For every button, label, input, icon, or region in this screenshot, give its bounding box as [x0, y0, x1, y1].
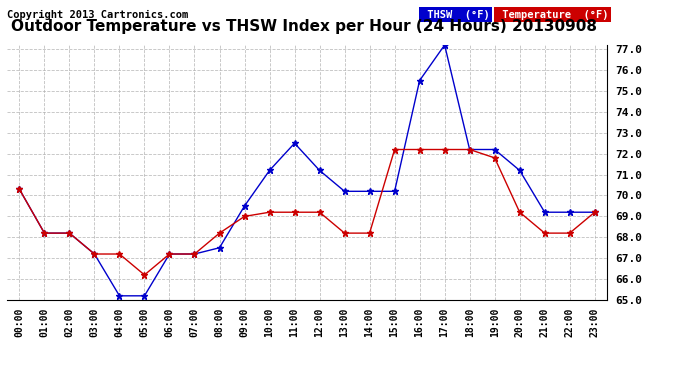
Text: Outdoor Temperature vs THSW Index per Hour (24 Hours) 20130908: Outdoor Temperature vs THSW Index per Ho…: [10, 19, 597, 34]
Text: Copyright 2013 Cartronics.com: Copyright 2013 Cartronics.com: [7, 9, 188, 20]
Text: THSW  (°F): THSW (°F): [421, 9, 490, 20]
Text: Temperature  (°F): Temperature (°F): [496, 9, 609, 20]
